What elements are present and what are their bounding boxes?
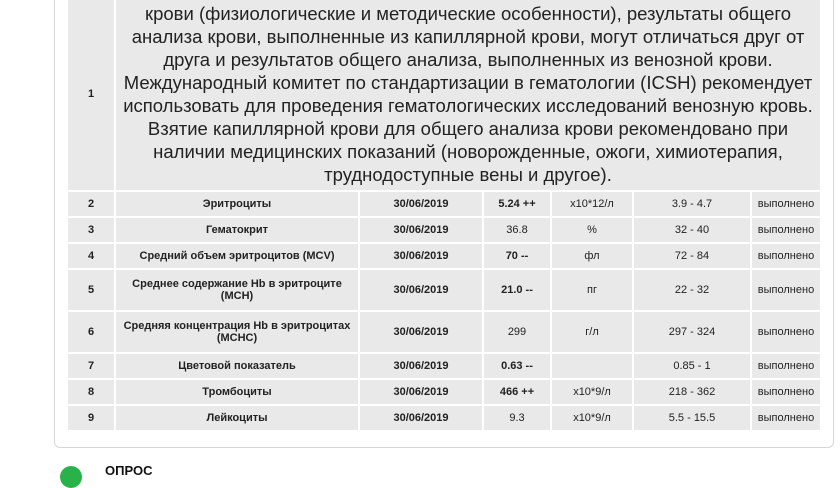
row-number: 4 bbox=[68, 244, 114, 268]
test-date: 30/06/2019 bbox=[360, 192, 482, 216]
test-date: 30/06/2019 bbox=[360, 270, 482, 310]
test-name: Среднее содержание Hb в эритроците (MCH) bbox=[116, 270, 358, 310]
test-date: 30/06/2019 bbox=[360, 380, 482, 404]
row-number: 7 bbox=[68, 354, 114, 378]
test-status: выполнено bbox=[752, 218, 820, 242]
row-number: 8 bbox=[68, 380, 114, 404]
row-number: 6 bbox=[68, 312, 114, 352]
test-name: Гематокрит bbox=[116, 218, 358, 242]
test-value: 466 ++ bbox=[484, 380, 550, 404]
test-value: 5.24 ++ bbox=[484, 192, 550, 216]
table-row: 5 Среднее содержание Hb в эритроците (MCH… bbox=[68, 270, 820, 310]
test-unit: % bbox=[552, 218, 632, 242]
table-row: 3 Гематокрит 30/06/2019 36.8% 32 - 40 выполне… bbox=[68, 218, 820, 242]
test-name: Средняя концентрация Hb в эритроцитах (M… bbox=[116, 312, 358, 352]
test-value: 70 -- bbox=[484, 244, 550, 268]
row-number: 3 bbox=[68, 218, 114, 242]
reference-range: 22 - 32 bbox=[634, 270, 750, 310]
test-date: 30/06/2019 bbox=[360, 354, 482, 378]
test-value: 21.0 -- bbox=[484, 270, 550, 310]
test-status: выполнено bbox=[752, 244, 820, 268]
table-row: 7 Цветовой показатель 30/06/2019 0.63 -- 0.8… bbox=[68, 354, 820, 378]
test-status: выполнено bbox=[752, 270, 820, 310]
test-name: Цветовой показатель bbox=[116, 354, 358, 378]
test-status: выполнено bbox=[752, 380, 820, 404]
blood-test-table: 1 крови (физиологические и методические … bbox=[66, 0, 822, 432]
row-number: 5 bbox=[68, 270, 114, 310]
row-number: 9 bbox=[68, 406, 114, 430]
table-row-note: 1 крови (физиологические и методические … bbox=[68, 0, 820, 190]
reference-range: 32 - 40 bbox=[634, 218, 750, 242]
poll-label: ОПРОС bbox=[105, 463, 153, 478]
reference-range: 218 - 362 bbox=[634, 380, 750, 404]
test-value: 9.3 bbox=[484, 406, 550, 430]
test-unit: фл bbox=[552, 244, 632, 268]
test-name: Средний объем эритроцитов (MCV) bbox=[116, 244, 358, 268]
row-number: 2 bbox=[68, 192, 114, 216]
row-number: 1 bbox=[68, 0, 114, 190]
test-unit: x10*12/л bbox=[552, 192, 632, 216]
note-text: крови (физиологические и методические ос… bbox=[116, 0, 820, 190]
table-row: 9 Лейкоциты 30/06/2019 9.3 x10*9/л 5.5 - 15.5… bbox=[68, 406, 820, 430]
test-name: Лейкоциты bbox=[116, 406, 358, 430]
table-row: 8 Тромбоциты 30/06/2019 466 ++ x10*9/л 218 - … bbox=[68, 380, 820, 404]
test-status: выполнено bbox=[752, 406, 820, 430]
test-status: выполнено bbox=[752, 192, 820, 216]
table-row: 2 Эритроциты 30/06/2019 5.24 ++ x10*12/л 3.9 … bbox=[68, 192, 820, 216]
reference-range: 72 - 84 bbox=[634, 244, 750, 268]
test-value: 36.8 bbox=[484, 218, 550, 242]
test-value: 0.63 -- bbox=[484, 354, 550, 378]
reference-range: 0.85 - 1 bbox=[634, 354, 750, 378]
test-date: 30/06/2019 bbox=[360, 244, 482, 268]
test-status: выполнено bbox=[752, 354, 820, 378]
test-date: 30/06/2019 bbox=[360, 312, 482, 352]
test-unit bbox=[552, 354, 632, 378]
test-unit: x10*9/л bbox=[552, 406, 632, 430]
test-unit: пг bbox=[552, 270, 632, 310]
test-value: 299 bbox=[484, 312, 550, 352]
test-status: выполнено bbox=[752, 312, 820, 352]
table-row: 4 Средний объем эритроцитов (MCV) 30/06/20… bbox=[68, 244, 820, 268]
test-name: Эритроциты bbox=[116, 192, 358, 216]
reference-range: 3.9 - 4.7 bbox=[634, 192, 750, 216]
reference-range: 297 - 324 bbox=[634, 312, 750, 352]
test-date: 30/06/2019 bbox=[360, 218, 482, 242]
test-unit: г/л bbox=[552, 312, 632, 352]
test-date: 30/06/2019 bbox=[360, 406, 482, 430]
table-row: 6 Средняя концентрация Hb в эритроцитах (… bbox=[68, 312, 820, 352]
reference-range: 5.5 - 15.5 bbox=[634, 406, 750, 430]
poll-icon bbox=[60, 466, 82, 488]
test-unit: x10*9/л bbox=[552, 380, 632, 404]
test-name: Тромбоциты bbox=[116, 380, 358, 404]
